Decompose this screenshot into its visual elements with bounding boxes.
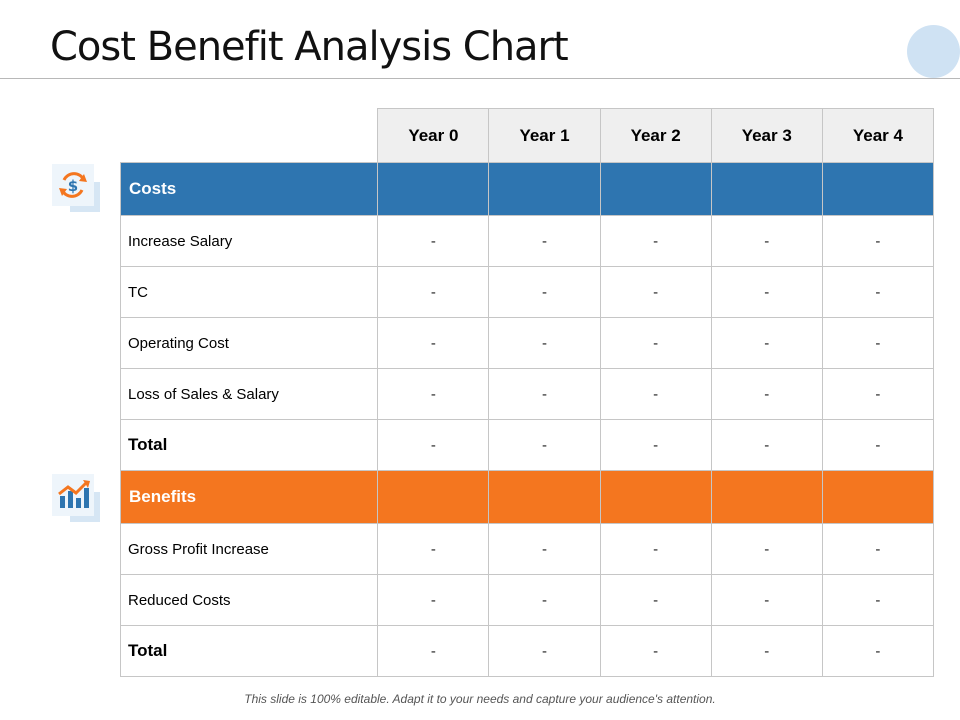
value-cell: - <box>377 317 490 369</box>
value-cell: - <box>821 266 935 318</box>
costs-section-cell <box>377 162 490 216</box>
value-cell: - <box>710 625 823 677</box>
value-cell: - <box>821 215 935 267</box>
row-label: Loss of Sales & Salary <box>119 368 379 420</box>
table-row: TC - - - - - <box>119 266 935 318</box>
table-row: Reduced Costs - - - - - <box>119 574 935 626</box>
value-cell: - <box>599 574 712 626</box>
decorative-circle <box>907 25 960 78</box>
page-title: Cost Benefit Analysis Chart <box>50 24 569 70</box>
year-header-3: Year 3 <box>710 108 823 163</box>
value-cell: - <box>377 523 490 575</box>
value-cell: - <box>377 625 490 677</box>
benefits-section-cell <box>599 470 712 524</box>
benefits-section-header: Benefits <box>119 470 935 524</box>
value-cell: - <box>488 368 601 420</box>
value-cell: - <box>599 368 712 420</box>
costs-section-cell <box>599 162 712 216</box>
value-cell: - <box>488 523 601 575</box>
value-cell: - <box>821 625 935 677</box>
costs-total-label: Total <box>119 419 379 471</box>
value-cell: - <box>488 625 601 677</box>
table-row: Total - - - - - <box>119 625 935 677</box>
benefits-section-cell <box>710 470 823 524</box>
year-header-1: Year 1 <box>488 108 601 163</box>
value-cell: - <box>488 266 601 318</box>
costs-section-label: Costs <box>119 162 379 216</box>
value-cell: - <box>488 215 601 267</box>
costs-icon-box: $ <box>52 164 102 214</box>
table-row: Increase Salary - - - - - <box>119 215 935 267</box>
costs-section-header: Costs <box>119 162 935 216</box>
benefits-icon-box <box>52 474 102 524</box>
value-cell: - <box>599 419 712 471</box>
value-cell: - <box>488 419 601 471</box>
row-label: Gross Profit Increase <box>119 523 379 575</box>
value-cell: - <box>599 625 712 677</box>
row-label: TC <box>119 266 379 318</box>
benefits-section-label: Benefits <box>119 470 379 524</box>
year-header-row: Year 0 Year 1 Year 2 Year 3 Year 4 <box>121 108 935 163</box>
svg-text:$: $ <box>68 177 78 195</box>
value-cell: - <box>599 317 712 369</box>
value-cell: - <box>821 368 935 420</box>
value-cell: - <box>377 368 490 420</box>
benefits-section-cell <box>377 470 490 524</box>
title-divider <box>0 78 960 79</box>
value-cell: - <box>488 317 601 369</box>
value-cell: - <box>377 215 490 267</box>
table-row: Gross Profit Increase - - - - - <box>119 523 935 575</box>
costs-section-cell <box>821 162 935 216</box>
value-cell: - <box>710 419 823 471</box>
value-cell: - <box>488 574 601 626</box>
footer-note: This slide is 100% editable. Adapt it to… <box>244 692 716 706</box>
dollar-cycle-icon: $ <box>59 172 87 198</box>
value-cell: - <box>821 523 935 575</box>
row-label: Increase Salary <box>119 215 379 267</box>
value-cell: - <box>710 266 823 318</box>
row-label: Reduced Costs <box>119 574 379 626</box>
value-cell: - <box>599 523 712 575</box>
value-cell: - <box>710 215 823 267</box>
costs-section-cell <box>488 162 601 216</box>
value-cell: - <box>377 266 490 318</box>
benefits-total-label: Total <box>119 625 379 677</box>
value-cell: - <box>821 574 935 626</box>
value-cell: - <box>710 317 823 369</box>
value-cell: - <box>599 215 712 267</box>
row-label: Operating Cost <box>119 317 379 369</box>
table-row: Total - - - - - <box>119 419 935 471</box>
value-cell: - <box>377 419 490 471</box>
value-cell: - <box>710 523 823 575</box>
value-cell: - <box>821 317 935 369</box>
value-cell: - <box>599 266 712 318</box>
table-row: Operating Cost - - - - - <box>119 317 935 369</box>
benefits-section-cell <box>821 470 935 524</box>
year-header-4: Year 4 <box>821 108 935 163</box>
value-cell: - <box>821 419 935 471</box>
value-cell: - <box>377 574 490 626</box>
year-header-2: Year 2 <box>599 108 712 163</box>
costs-section-cell <box>710 162 823 216</box>
benefits-section-cell <box>488 470 601 524</box>
value-cell: - <box>710 368 823 420</box>
table-row: Loss of Sales & Salary - - - - - <box>119 368 935 420</box>
year-header-0: Year 0 <box>377 108 490 163</box>
value-cell: - <box>710 574 823 626</box>
cost-benefit-table: Year 0 Year 1 Year 2 Year 3 Year 4 Costs Incr… <box>119 108 935 677</box>
growth-chart-icon <box>58 480 90 508</box>
